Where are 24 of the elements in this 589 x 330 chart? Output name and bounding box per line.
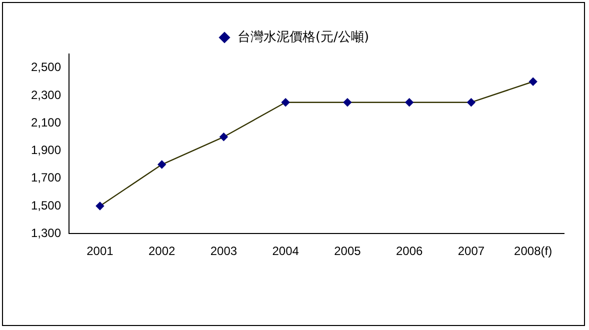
y-tick-label: 2,300 [31, 88, 62, 102]
x-tick-label: 2004 [272, 244, 300, 258]
y-tick-label: 1,300 [31, 226, 62, 240]
point [467, 98, 476, 106]
x-tick-label: 2003 [210, 244, 238, 258]
point [281, 98, 290, 106]
x-tick-label: 2001 [86, 244, 114, 258]
point [343, 98, 352, 106]
x-tick-label: 2008(f) [514, 244, 552, 258]
y-tick-label: 1,700 [31, 170, 62, 185]
point [528, 78, 538, 86]
x-tick-label: 2006 [396, 244, 423, 258]
x-tick-label: 2007 [458, 244, 485, 258]
legend-label: 台灣水泥價格(元/公噸) [237, 30, 370, 45]
x-tick-label: 2005 [334, 244, 362, 258]
y-tick-label: 2,100 [31, 115, 62, 130]
point [405, 98, 414, 106]
point [220, 132, 228, 141]
point [96, 202, 104, 210]
x-tick-label: 2002 [148, 244, 176, 258]
y-tick-label: 1,900 [31, 143, 62, 158]
point [158, 160, 166, 169]
y-tick-label: 1,500 [31, 198, 62, 212]
y-tick-label: 2,500 [31, 60, 62, 74]
